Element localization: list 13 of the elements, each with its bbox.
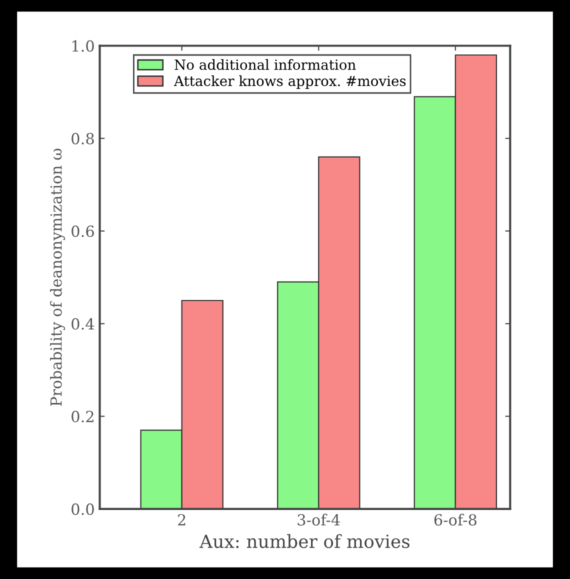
legend-label: No additional information (174, 59, 356, 70)
legend-label: Attacker knows approx. #movies (174, 75, 406, 89)
x-tick-label: 2 (178, 514, 186, 526)
y-tick-label: 0.8 (72, 132, 94, 144)
y-tick-label: 0.0 (72, 503, 94, 515)
x-tick-label: 6-of-8 (434, 514, 476, 526)
x-tick-label: 3-of-4 (298, 514, 340, 526)
y-tick-label: 0.4 (72, 318, 94, 330)
y-tick-label: 0.6 (72, 225, 94, 238)
x-axis-title: Aux: number of movies (199, 534, 410, 548)
y-tick-label: 0.2 (72, 410, 94, 422)
y-tick-label: 1.0 (72, 40, 94, 52)
y-axis-title: Probability of deanonymization ω (50, 148, 66, 406)
